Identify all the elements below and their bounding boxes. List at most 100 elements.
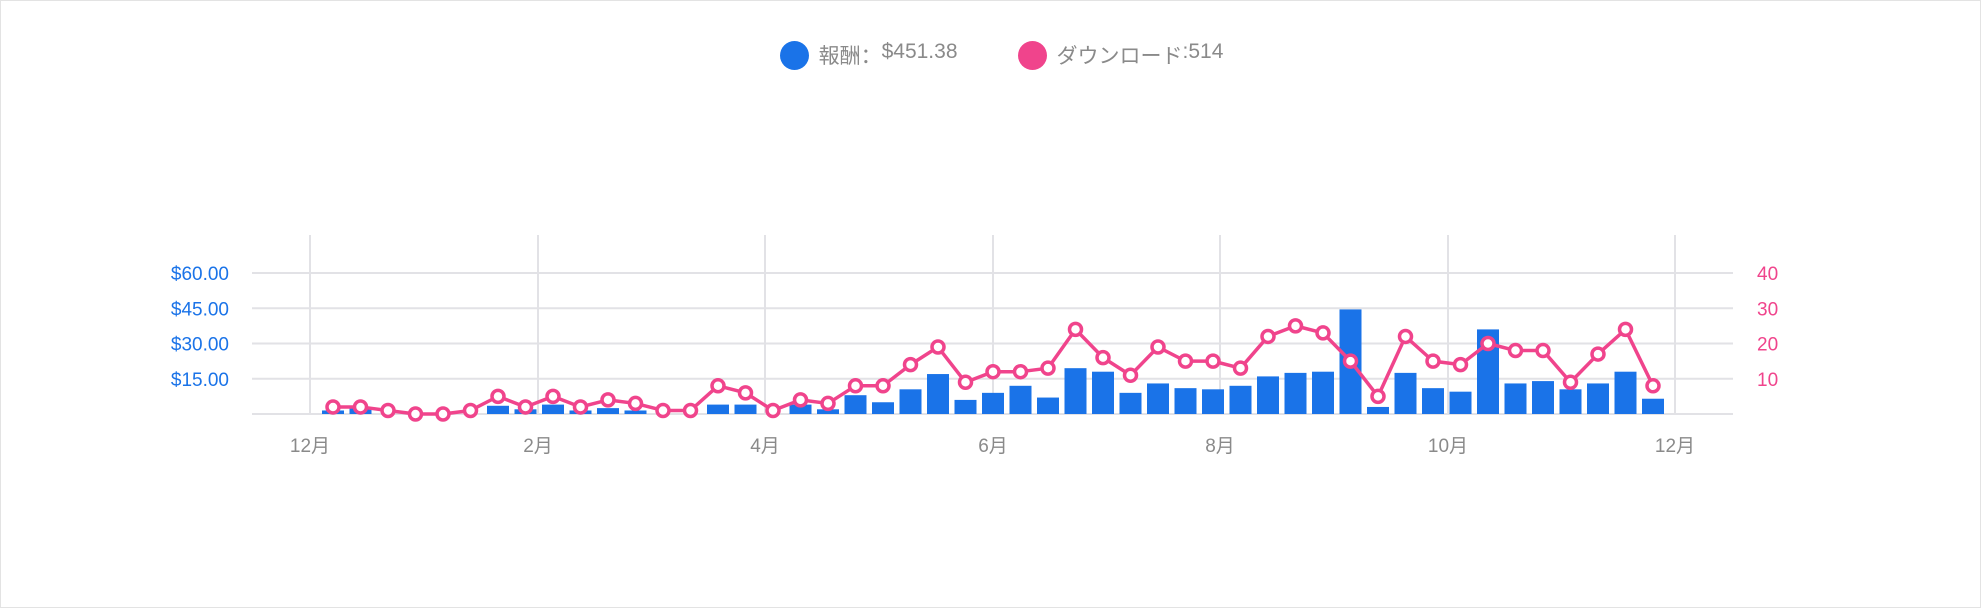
earnings-bar [1147, 383, 1169, 414]
downloads-point [380, 402, 396, 419]
legend-item-earnings[interactable]: 報酬： $451.38 [779, 40, 958, 70]
x-tick-label: 6月 [978, 436, 1008, 457]
downloads-point [1507, 342, 1524, 359]
downloads-point [792, 392, 809, 408]
y-right-tick-label: 10 [1757, 370, 1778, 391]
downloads-point [1452, 356, 1469, 373]
downloads-point [407, 406, 424, 422]
downloads-point [930, 339, 946, 355]
downloads-point [957, 374, 974, 391]
downloads-point [600, 392, 616, 408]
earnings-bar [1009, 385, 1032, 414]
legend-value-downloads: 514 [1188, 40, 1224, 63]
y-right-tick-label: 20 [1757, 335, 1778, 356]
x-tick-label: 12月 [1655, 436, 1695, 457]
downloads-point [1617, 321, 1634, 338]
earnings-bar [542, 404, 564, 414]
earnings-bar [789, 404, 812, 414]
earnings-bar [734, 404, 757, 414]
earnings-bar [1394, 372, 1417, 414]
earnings-bar [1092, 371, 1114, 414]
downloads-point [847, 378, 864, 394]
downloads-point [1205, 353, 1221, 369]
downloads-point [325, 399, 341, 415]
earnings-bar [1174, 388, 1197, 414]
downloads-point [1342, 353, 1359, 369]
x-tick-label: 10月 [1428, 436, 1468, 457]
earnings-bar [1504, 383, 1527, 414]
downloads-point [1122, 367, 1139, 383]
earnings-bar [1037, 397, 1059, 414]
downloads-point [1397, 328, 1414, 345]
earnings-bar [1202, 389, 1224, 414]
earnings-bar [1532, 381, 1554, 414]
earnings-bar [1119, 392, 1142, 414]
downloads-point [1425, 353, 1441, 369]
downloads-point [682, 402, 699, 419]
earnings-bar [1229, 385, 1252, 414]
x-tick-label: 8月 [1205, 436, 1235, 457]
downloads-point [1150, 339, 1166, 355]
earnings-bar [1312, 371, 1334, 414]
downloads-point [1590, 346, 1606, 362]
legend-item-downloads[interactable]: ダウンロード : 514 [1017, 40, 1224, 70]
earnings-bar [1367, 406, 1389, 414]
downloads-point [352, 399, 369, 415]
y-right-tick-label: 40 [1757, 264, 1778, 285]
y-left-tick-label: $60.00 [171, 264, 229, 285]
pink-circle-icon [1017, 40, 1047, 70]
downloads-point [1287, 318, 1304, 334]
earnings-bar [707, 404, 729, 414]
y-left-tick-label: $45.00 [171, 299, 229, 320]
downloads-point [1370, 388, 1386, 405]
downloads-point [902, 356, 919, 373]
earnings-bar [927, 374, 949, 414]
downloads-point [490, 388, 506, 405]
downloads-point [655, 402, 671, 419]
downloads-point [985, 363, 1001, 380]
earnings-bar [872, 402, 894, 414]
downloads-point [627, 395, 644, 412]
downloads-point [1260, 328, 1276, 345]
earnings-bar [1422, 388, 1444, 414]
downloads-point [545, 388, 561, 405]
legend-label-downloads: ダウンロード : 514 [1056, 40, 1224, 68]
downloads-point [1040, 360, 1056, 376]
earnings-bar [1559, 389, 1582, 414]
downloads-point [1012, 363, 1029, 380]
earnings-bar [1257, 376, 1279, 414]
downloads-point [1177, 353, 1194, 369]
downloads-point [1095, 349, 1111, 366]
earnings-bar [1614, 371, 1637, 414]
downloads-point [435, 406, 451, 422]
earnings-bar [597, 408, 619, 414]
downloads-point [875, 378, 891, 394]
chart-legend: 報酬： $451.38 ダウンロード : 514 [0, 40, 1983, 70]
earnings-bar [844, 395, 867, 414]
legend-value-earnings: $451.38 [881, 40, 958, 63]
earnings-bar [1642, 398, 1664, 414]
earnings-bar [487, 405, 509, 414]
earnings-bar [1064, 368, 1087, 414]
earnings-bar [1284, 372, 1307, 414]
downloads-point [1535, 342, 1551, 359]
earnings-bar [954, 399, 977, 414]
downloads-point [710, 378, 726, 394]
legend-label-earnings: 報酬： $451.38 [818, 40, 958, 68]
downloads-point [765, 402, 781, 419]
earnings-bar [817, 409, 839, 414]
downloads-point [820, 395, 836, 412]
downloads-point [1480, 335, 1496, 352]
y-left-tick-label: $30.00 [171, 335, 229, 356]
x-tick-label: 12月 [290, 436, 330, 457]
earnings-bar [624, 410, 647, 414]
earnings-bar [1477, 329, 1499, 414]
x-tick-label: 4月 [750, 436, 780, 457]
downloads-point [1232, 360, 1249, 376]
earnings-bar [1587, 383, 1609, 414]
downloads-point [737, 385, 754, 401]
downloads-point [1067, 321, 1084, 338]
downloads-point [1315, 325, 1331, 341]
